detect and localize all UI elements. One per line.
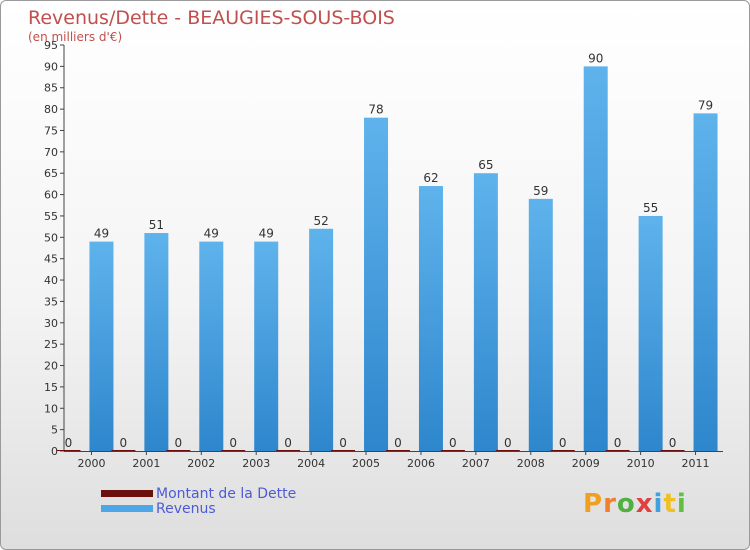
bar-revenue: [528, 198, 553, 451]
y-tick-label: 0: [51, 445, 58, 458]
bar-debt: [605, 450, 630, 451]
bar-revenue: [473, 173, 498, 452]
y-tick-label: 55: [44, 210, 58, 223]
data-label-revenue: 78: [368, 103, 383, 117]
logo-letter: P: [583, 489, 604, 519]
y-tick-label: 10: [44, 402, 58, 415]
bar-debt: [56, 450, 81, 451]
data-label-debt: 0: [559, 436, 567, 450]
bar-debt: [385, 450, 410, 451]
data-label-debt: 0: [65, 436, 73, 450]
proxiti-logo: Proxiti: [583, 489, 687, 519]
x-tick-label: 2010: [627, 457, 655, 470]
bar-revenue: [638, 215, 663, 451]
bar-revenue: [254, 241, 279, 451]
data-label-revenue: 49: [204, 227, 219, 241]
bar-debt: [166, 450, 191, 451]
data-label-revenue: 55: [643, 201, 658, 215]
y-tick-label: 35: [44, 295, 58, 308]
y-tick-label: 60: [44, 189, 58, 202]
legend-swatch-debt: [101, 490, 153, 497]
y-tick-label: 65: [44, 167, 58, 180]
bar-debt: [660, 450, 685, 451]
x-tick-label: 2004: [297, 457, 325, 470]
legend-label-debt: Montant de la Dette: [156, 486, 297, 502]
data-label-debt: 0: [504, 436, 512, 450]
legend-label-revenue: Revenus: [156, 501, 216, 517]
bar-debt: [331, 450, 356, 451]
bar-debt: [111, 450, 136, 451]
data-label-debt: 0: [339, 436, 347, 450]
bar-revenue: [418, 186, 443, 451]
y-tick-label: 85: [44, 82, 58, 95]
x-tick-label: 2002: [187, 457, 215, 470]
x-tick-label: 2003: [242, 457, 270, 470]
y-tick-label: 95: [44, 39, 58, 52]
data-label-debt: 0: [120, 436, 128, 450]
logo-letter: x: [635, 489, 654, 519]
data-label-debt: 0: [284, 436, 292, 450]
bar-revenue: [693, 113, 718, 452]
bar-debt: [550, 450, 575, 451]
y-tick-label: 25: [44, 338, 58, 351]
bar-revenue: [144, 233, 169, 451]
logo-letter: o: [616, 489, 636, 519]
data-label-revenue: 65: [478, 158, 493, 172]
data-label-debt: 0: [449, 436, 457, 450]
bar-debt: [440, 450, 465, 451]
bar-debt: [495, 450, 520, 451]
bar-revenue: [89, 241, 114, 451]
data-label-revenue: 49: [259, 227, 274, 241]
y-tick-label: 75: [44, 124, 58, 137]
bar-debt: [276, 450, 301, 451]
legend-swatch-revenue: [101, 505, 153, 512]
y-tick-label: 45: [44, 253, 58, 266]
data-label-revenue: 62: [423, 171, 438, 185]
data-label-revenue: 90: [588, 51, 603, 65]
y-tick-label: 90: [44, 60, 58, 73]
y-tick-label: 20: [44, 360, 58, 373]
chart-title: Revenus/Dette - BEAUGIES-SOUS-BOIS: [28, 7, 395, 29]
x-tick-label: 2009: [572, 457, 600, 470]
y-tick-label: 70: [44, 146, 58, 159]
data-label-revenue: 79: [698, 98, 713, 112]
x-tick-label: 2006: [407, 457, 435, 470]
y-tick-label: 5: [51, 424, 58, 437]
bar-debt: [221, 450, 246, 451]
logo-letter: t: [663, 489, 677, 519]
data-label-revenue: 52: [313, 214, 328, 228]
data-label-debt: 0: [614, 436, 622, 450]
bar-revenue: [364, 117, 389, 451]
x-tick-label: 2005: [352, 457, 380, 470]
y-tick-label: 40: [44, 274, 58, 287]
chart-subtitle: (en milliers d'€): [28, 30, 123, 44]
y-tick-label: 15: [44, 381, 58, 394]
bar-revenue: [309, 228, 334, 451]
x-tick-label: 2000: [77, 457, 105, 470]
logo-letter: i: [676, 489, 687, 519]
data-label-revenue: 51: [149, 218, 164, 232]
data-label-revenue: 59: [533, 184, 548, 198]
data-label-debt: 0: [229, 436, 237, 450]
x-tick-label: 2001: [132, 457, 160, 470]
x-tick-label: 2011: [682, 457, 710, 470]
data-label-revenue: 49: [94, 227, 109, 241]
bar-revenue: [583, 66, 608, 452]
data-label-debt: 0: [394, 436, 402, 450]
x-tick-label: 2008: [517, 457, 545, 470]
data-label-debt: 0: [669, 436, 677, 450]
y-tick-label: 50: [44, 231, 58, 244]
bar-revenue: [199, 241, 224, 451]
y-tick-label: 80: [44, 103, 58, 116]
logo-letter: i: [653, 489, 664, 519]
data-label-debt: 0: [174, 436, 182, 450]
y-tick-label: 30: [44, 317, 58, 330]
x-tick-label: 2007: [462, 457, 490, 470]
logo-letter: r: [603, 489, 617, 519]
